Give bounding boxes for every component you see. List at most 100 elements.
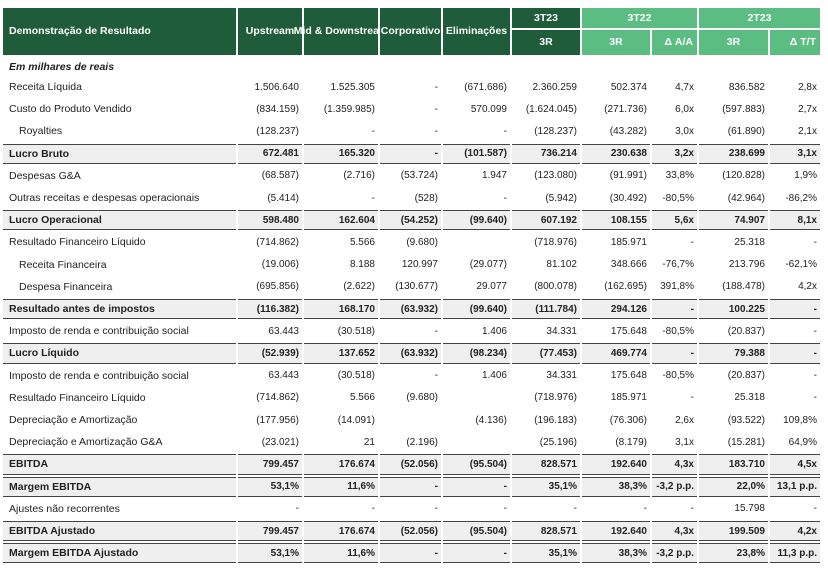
cell-value: 8,1x: [770, 210, 820, 231]
cell-value: (43.282): [609, 125, 647, 137]
cell-value: (42.964): [727, 192, 765, 204]
cell-value: 192.640: [582, 521, 650, 542]
cell-value: 120.997: [401, 259, 438, 271]
cell-value: -80,5%: [662, 370, 694, 382]
cell-value: -: [434, 81, 438, 93]
cell-value: 100.225: [699, 299, 768, 320]
cell-value: 15.798: [734, 503, 765, 515]
cell-value: 176.674: [304, 521, 378, 542]
row-label: Depreciação e Amortização G&A: [9, 436, 163, 449]
cell-value: (63.932): [380, 343, 441, 364]
row-label: Lucro Líquido: [3, 343, 236, 364]
cell-value: (20.837): [727, 370, 765, 382]
cell-value: (23.021): [261, 436, 299, 448]
cell-value: (14.091): [337, 414, 375, 426]
cell-value: (714.862): [256, 236, 299, 248]
cell-value: -3,2 p.p.: [652, 476, 697, 497]
cell-value: [443, 388, 510, 408]
group-header: 3T23: [512, 8, 580, 28]
cell-value: 2,8x: [798, 81, 817, 93]
row-label: Receita Financeira: [19, 258, 107, 271]
cell-value: 469.774: [582, 343, 650, 364]
cell-value: 3,1x: [675, 436, 694, 448]
column-header: Corporativo: [380, 8, 441, 55]
cell-value: (116.382): [238, 299, 302, 320]
cell-value: (597.883): [722, 103, 765, 115]
cell-value: -: [813, 392, 817, 404]
cell-value: 25.318: [734, 392, 765, 404]
cell-value: -: [690, 503, 694, 515]
cell-value: 53,1%: [238, 543, 302, 564]
cell-value: -: [813, 325, 817, 337]
cell-value: -: [371, 125, 375, 137]
cell-value: (196.183): [534, 414, 577, 426]
subtitle: Em milhares de reais: [9, 61, 115, 73]
cell-value: (25.196): [539, 436, 577, 448]
cell-value: 192.640: [582, 454, 650, 475]
cell-value: [443, 432, 510, 452]
cell-value: -80,5%: [662, 325, 694, 337]
cell-value: 53,1%: [238, 476, 302, 497]
cell-value: 294.126: [582, 299, 650, 320]
cell-value: 38,3%: [582, 543, 650, 564]
cell-value: (29.077): [469, 259, 507, 271]
group-header: 2T23: [699, 8, 820, 28]
cell-value: (162.695): [604, 281, 647, 293]
cell-value: (111.784): [512, 299, 580, 320]
cell-value: 502.374: [610, 81, 647, 93]
cell-value: 4,7x: [675, 81, 694, 93]
cell-value: -: [770, 343, 820, 364]
cell-value: 348.666: [610, 259, 647, 271]
cell-value: (718.976): [534, 392, 577, 404]
cell-value: -: [371, 192, 375, 204]
cell-value: 8.188: [349, 259, 375, 271]
cell-value: -80,5%: [662, 192, 694, 204]
row-label: Ajustes não recorrentes: [9, 502, 120, 515]
cell-value: 3,1x: [770, 143, 820, 164]
row-label: Resultado Financeiro Líquido: [9, 391, 146, 404]
cell-value: -: [652, 343, 697, 364]
cell-value: -: [434, 125, 438, 137]
sub-header: 3R: [582, 30, 650, 55]
cell-value: 35,1%: [512, 543, 580, 564]
cell-value: (8.179): [615, 436, 647, 448]
cell-value: -: [443, 543, 510, 564]
cell-value: -: [380, 476, 441, 497]
cell-value: 175.648: [610, 370, 647, 382]
cell-value: 81.102: [546, 259, 577, 271]
cell-value: (5.942): [545, 192, 577, 204]
column-header: Mid & Downstream: [294, 8, 388, 55]
cell-value: (2.716): [343, 170, 375, 182]
cell-value: 4,5x: [770, 454, 820, 475]
cell-value: 238.699: [699, 143, 768, 164]
group-header: 3T22: [582, 8, 697, 28]
row-label: Resultado antes de impostos: [3, 299, 236, 320]
cell-value: 1.506.640: [254, 81, 300, 93]
cell-value: 672.481: [238, 143, 302, 164]
cell-value: (528): [414, 192, 438, 204]
cell-value: -86,2%: [785, 192, 817, 204]
cell-value: (99.640): [443, 299, 510, 320]
cell-value: 33,8%: [665, 170, 694, 182]
cell-value: 63.443: [268, 325, 299, 337]
cell-value: (68.587): [261, 170, 299, 182]
cell-value: (123.080): [534, 170, 577, 182]
cell-value: (2.196): [406, 436, 438, 448]
cell-value: (2.622): [343, 281, 375, 293]
cell-value: (671.686): [464, 81, 507, 93]
cell-value: 828.571: [512, 454, 580, 475]
cell-value: -: [380, 143, 441, 164]
cell-value: -: [503, 192, 507, 204]
cell-value: -: [770, 299, 820, 320]
cell-value: 11,3 p.p.: [770, 543, 820, 564]
cell-value: -: [434, 503, 438, 515]
cell-value: -: [813, 236, 817, 248]
sub-header: Δ T/T: [770, 30, 820, 55]
row-label: Outras receitas e despesas operacionais: [9, 192, 200, 205]
cell-value: -3,2 p.p.: [652, 543, 697, 564]
cell-value: 137.652: [304, 343, 378, 364]
cell-value: -: [295, 503, 299, 515]
cell-value: -: [690, 236, 694, 248]
cell-value: (5.414): [267, 192, 299, 204]
